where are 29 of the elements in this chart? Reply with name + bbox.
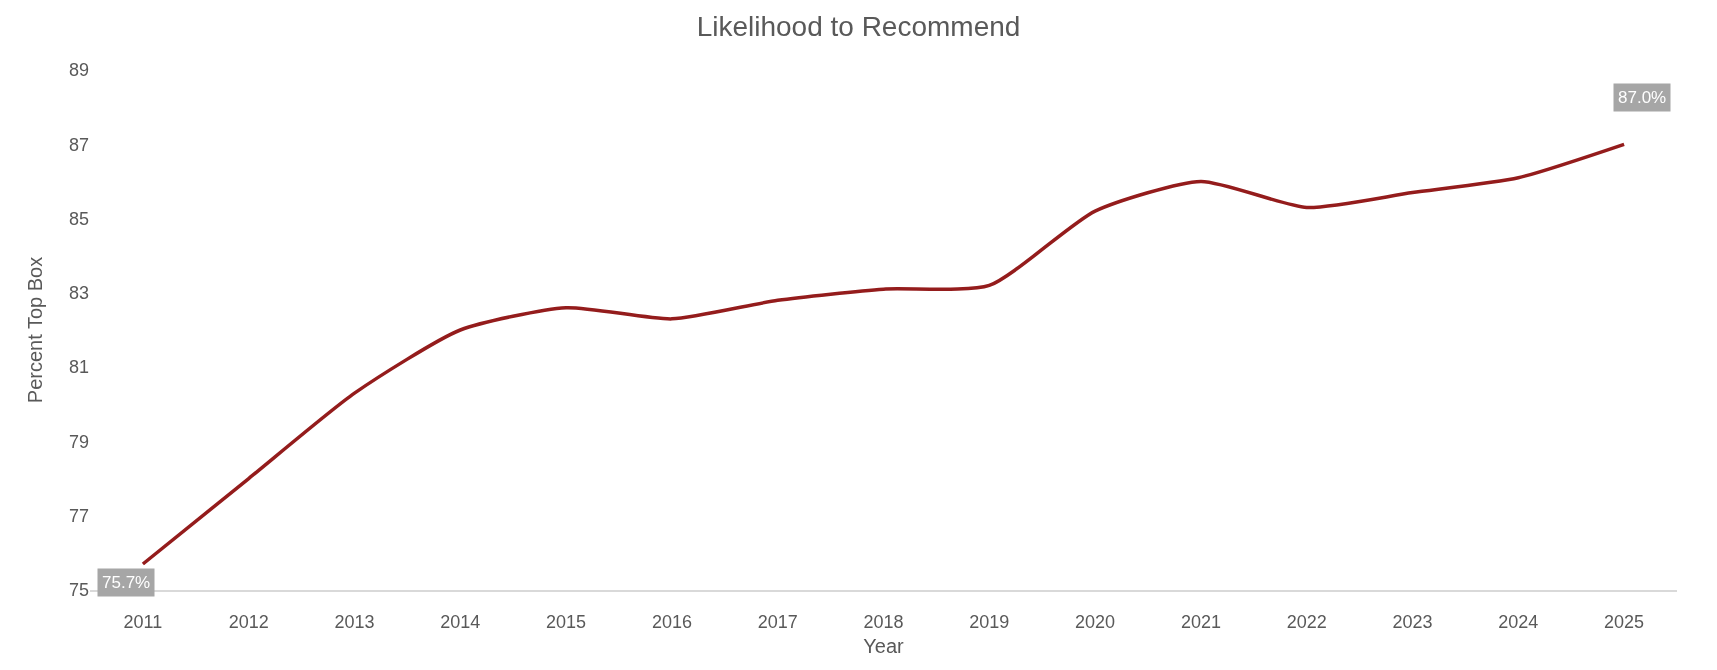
x-tick-label: 2011 xyxy=(123,611,163,632)
x-tick-label: 2022 xyxy=(1286,611,1327,632)
line-series xyxy=(141,142,1626,566)
y-tick-label: 79 xyxy=(68,431,89,452)
x-tick-label: 2016 xyxy=(651,611,692,632)
x-tick-label: 2019 xyxy=(969,611,1010,632)
x-tick-label: 2014 xyxy=(440,611,481,632)
x-tick-label: 2017 xyxy=(757,611,798,632)
y-axis-title: Percent Top Box xyxy=(24,256,47,404)
y-tick-label: 75 xyxy=(68,580,89,601)
x-tick-label: 2025 xyxy=(1604,611,1645,632)
y-tick-label: 83 xyxy=(68,283,89,304)
x-tick-label: 2013 xyxy=(334,611,375,632)
x-tick-label: 2021 xyxy=(1180,611,1221,632)
x-axis-title: Year xyxy=(863,634,905,657)
y-tick-label: 87 xyxy=(68,134,89,155)
y-tick-label: 89 xyxy=(68,60,89,81)
y-tick-label: 81 xyxy=(68,357,89,378)
data-label: 87.0% xyxy=(1618,88,1667,107)
data-label: 75.7% xyxy=(102,573,151,592)
x-tick-label: 2015 xyxy=(546,611,587,632)
y-tick-label: 77 xyxy=(68,506,89,527)
x-tick-label: 2012 xyxy=(228,611,269,632)
chart-title: Likelihood to Recommend xyxy=(696,11,1021,43)
x-tick-label: 2023 xyxy=(1392,611,1433,632)
y-tick-label: 85 xyxy=(68,208,89,229)
x-tick-label: 2024 xyxy=(1498,611,1539,632)
x-tick-label: 2020 xyxy=(1075,611,1116,632)
x-tick-label: 2018 xyxy=(863,611,904,632)
